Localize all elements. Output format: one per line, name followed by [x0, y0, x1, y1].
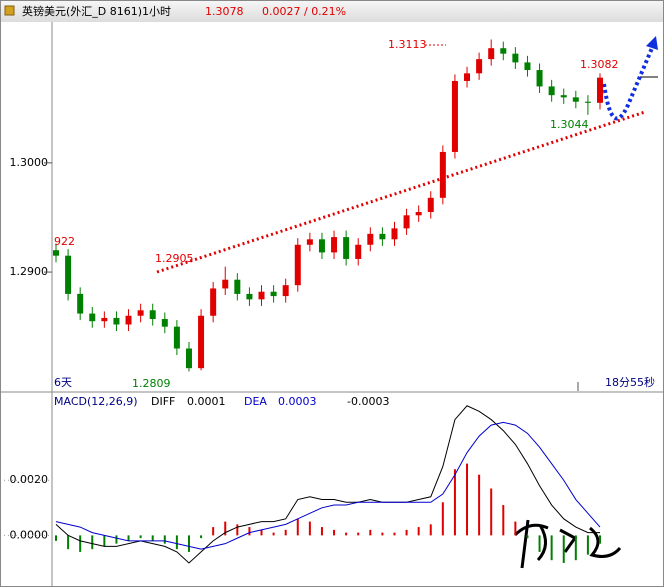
- header-change: 0.0027 / 0.21%: [262, 5, 346, 18]
- header-icon: [4, 5, 15, 16]
- candle-body: [548, 86, 555, 96]
- trend-line: [156, 110, 646, 274]
- candle-body: [500, 48, 507, 54]
- annotation: 922: [54, 235, 75, 248]
- candle-body: [451, 80, 458, 152]
- candle-body: [222, 279, 229, 289]
- header-bar: [1, 1, 663, 22]
- candle-body: [270, 291, 277, 297]
- signature: [513, 519, 622, 569]
- annotation: 6天: [54, 376, 72, 389]
- candle-body: [379, 233, 386, 240]
- annotation: 1.3044: [550, 118, 589, 131]
- candle-body: [318, 239, 325, 253]
- candle-body: [536, 70, 543, 87]
- annotation: 1.3113: [388, 38, 427, 51]
- candle-body: [439, 151, 446, 198]
- candle-body: [560, 95, 567, 98]
- annotation: 1.3082: [580, 58, 619, 71]
- candle-body: [488, 48, 495, 60]
- candle-body: [125, 315, 132, 325]
- arrow-head: [646, 36, 658, 50]
- candle-body: [306, 239, 313, 245]
- candle-body: [173, 326, 180, 349]
- candle-body: [355, 244, 362, 259]
- candle-body: [258, 291, 265, 300]
- annotation: 1.2809: [132, 377, 171, 390]
- candle-body: [464, 73, 471, 81]
- macd-label: MACD(12,26,9): [54, 395, 138, 408]
- macd-value: -0.0003: [347, 395, 389, 408]
- dea-label: DEA: [244, 395, 267, 408]
- header-title: 英镑美元(外汇_D 8161)1小时: [22, 4, 171, 18]
- candle-body: [572, 97, 579, 102]
- dea-line: [55, 421, 601, 550]
- candle-body: [210, 288, 217, 316]
- candle-body: [282, 285, 289, 297]
- candle-body: [476, 59, 483, 74]
- diff-line: [55, 405, 600, 564]
- candle-body: [403, 215, 410, 229]
- diff-label: DIFF: [151, 395, 175, 408]
- candle-body: [137, 310, 144, 316]
- diff-value: 0.0001: [187, 395, 226, 408]
- annotation: 1.2905: [155, 252, 194, 265]
- y-tick-label: 1.2900: [10, 265, 49, 278]
- candle-body: [77, 293, 84, 314]
- candle-body: [512, 53, 519, 63]
- candle-body: [343, 237, 350, 259]
- candle-body: [246, 293, 253, 300]
- candle-body: [185, 348, 192, 369]
- candle-body: [331, 237, 338, 253]
- annotation: 18分55秒: [605, 375, 655, 389]
- forecast-arrow: [602, 47, 654, 121]
- candle-body: [584, 101, 591, 103]
- candle-body: [198, 315, 205, 369]
- candle-body: [391, 228, 398, 240]
- header-price: 1.3078: [205, 5, 244, 18]
- candle-body: [294, 244, 301, 286]
- candle-body: [89, 313, 96, 322]
- candle-body: [427, 197, 434, 213]
- candle-body: [65, 255, 72, 294]
- candle-body: [367, 233, 374, 245]
- candle-body: [597, 77, 603, 103]
- candle-body: [415, 212, 422, 216]
- candle-body: [113, 317, 120, 325]
- candle-body: [234, 279, 241, 294]
- candle-body: [53, 250, 59, 256]
- y-tick-label: 1.3000: [10, 156, 49, 169]
- candle-body: [161, 319, 168, 327]
- dea-value: 0.0003: [278, 395, 317, 408]
- candle-body: [524, 62, 531, 71]
- candle-body: [101, 317, 108, 322]
- candle-body: [149, 310, 156, 320]
